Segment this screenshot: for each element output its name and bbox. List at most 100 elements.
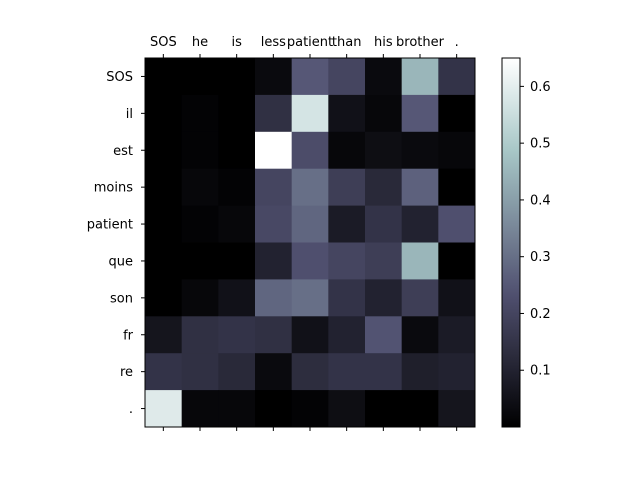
heatmap-cell <box>291 168 329 207</box>
heatmap-cell <box>438 131 476 170</box>
heatmap-cell <box>255 316 293 354</box>
y-tick-label: . <box>129 402 133 417</box>
y-tick-label: patient <box>87 218 133 233</box>
heatmap-cell <box>401 58 439 96</box>
heatmap-cell <box>255 168 293 207</box>
y-tick-label: il <box>126 107 133 122</box>
heatmap-cell <box>328 316 366 354</box>
heatmap-cell <box>145 242 183 280</box>
heatmap-cell <box>328 168 366 207</box>
x-tick-label: than <box>332 35 362 50</box>
heatmap-cell <box>218 168 256 207</box>
heatmap-cell <box>328 390 366 428</box>
heatmap-cell <box>438 205 476 243</box>
heatmap-cell <box>401 94 439 133</box>
x-tick-label: . <box>455 35 459 50</box>
heatmap-cell <box>145 205 183 243</box>
heatmap-cell <box>255 58 293 96</box>
y-tick-label: son <box>110 291 133 306</box>
heatmap-cell <box>328 131 366 170</box>
heatmap-cell <box>145 168 183 207</box>
x-tick-label: SOS <box>150 35 177 50</box>
heatmap-cell <box>365 242 403 280</box>
y-tick-label: moins <box>94 181 133 196</box>
heatmap-cell <box>365 58 403 96</box>
y-tick-label: SOS <box>106 70 133 85</box>
heatmap-cell <box>291 390 329 428</box>
heatmap-cell <box>365 279 403 317</box>
heatmap-cell <box>181 316 219 354</box>
heatmap-cell <box>255 279 293 317</box>
heatmap-cell <box>218 390 256 428</box>
heatmap-cell <box>438 168 476 207</box>
x-tick-label: his <box>374 35 393 50</box>
heatmap-cell <box>181 131 219 170</box>
colorbar-tick-label: 0.2 <box>530 307 551 322</box>
heatmap-cell <box>365 131 403 170</box>
heatmap-cell <box>218 205 256 243</box>
colorbar-tick-label: 0.1 <box>530 364 551 379</box>
heatmap-cell <box>181 390 219 428</box>
heatmap-cell <box>218 353 256 391</box>
heatmap-cell <box>291 279 329 317</box>
heatmap-cell <box>291 94 329 133</box>
heatmap-cell <box>401 316 439 354</box>
colorbar-ticks: 0.1 0.2 0.3 0.4 0.5 0.6 <box>520 80 551 379</box>
x-tick-label: less <box>261 35 286 50</box>
heatmap-cell <box>438 353 476 391</box>
colorbar-tick-label: 0.3 <box>530 250 551 265</box>
heatmap-cell <box>181 168 219 207</box>
y-tick-label: est <box>113 144 133 159</box>
heatmap-cell <box>218 131 256 170</box>
heatmap-cell <box>401 205 439 243</box>
heatmap-cell <box>365 168 403 207</box>
y-tick-label: que <box>109 254 134 269</box>
heatmap-cell <box>255 242 293 280</box>
heatmap-cell <box>181 353 219 391</box>
heatmap-cell <box>401 242 439 280</box>
heatmap-cell <box>181 94 219 133</box>
heatmap-cell <box>328 58 366 96</box>
heatmap-cell <box>218 94 256 133</box>
heatmap-cell <box>328 353 366 391</box>
heatmap-cell <box>145 58 183 96</box>
heatmap-cell <box>438 58 476 96</box>
heatmap-cell <box>291 58 329 96</box>
heatmap-cell <box>181 205 219 243</box>
heatmap-cell <box>145 390 183 428</box>
y-tick-label: fr <box>123 328 134 343</box>
heatmap-cell <box>145 94 183 133</box>
heatmap-cell <box>365 205 403 243</box>
x-tick-label: patient <box>287 35 333 50</box>
x-tick-label: is <box>231 35 242 50</box>
heatmap-cell <box>181 279 219 317</box>
heatmap-cell <box>291 242 329 280</box>
heatmap-cell <box>401 353 439 391</box>
colorbar-tick-label: 0.4 <box>530 193 551 208</box>
heatmap-cell <box>291 205 329 243</box>
heatmap-cell <box>438 279 476 317</box>
heatmap-cell <box>438 390 476 428</box>
heatmap-cell <box>401 279 439 317</box>
heatmap-cell <box>255 94 293 133</box>
y-tick-label: re <box>120 365 133 380</box>
heatmap-cell <box>218 316 256 354</box>
colorbar-tick-label: 0.5 <box>530 137 551 152</box>
heatmap-cell <box>401 131 439 170</box>
heatmap-cell <box>328 279 366 317</box>
heatmap-cell <box>291 353 329 391</box>
heatmap-cell <box>255 205 293 243</box>
heatmap-cell <box>438 242 476 280</box>
heatmap-cell <box>145 353 183 391</box>
x-tick-label: brother <box>396 35 445 50</box>
heatmap-cell <box>181 58 219 96</box>
heatmap-cell <box>145 316 183 354</box>
heatmap-cell <box>218 58 256 96</box>
heatmap-cell <box>328 94 366 133</box>
heatmap-cell <box>401 390 439 428</box>
heatmap-cell <box>438 94 476 133</box>
x-tick-label: he <box>192 35 208 50</box>
heatmap-cell <box>438 316 476 354</box>
